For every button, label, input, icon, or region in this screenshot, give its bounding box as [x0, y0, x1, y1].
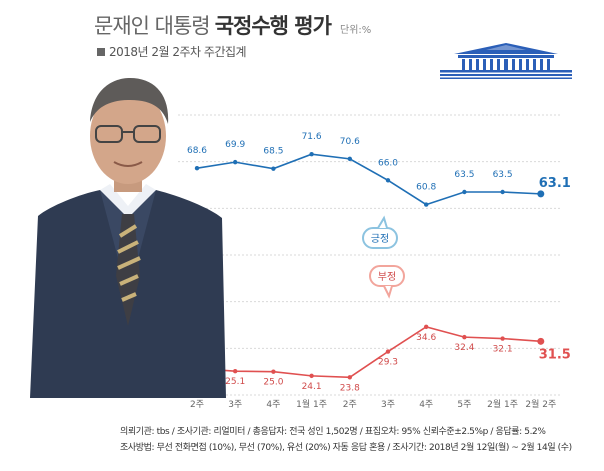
blue-house-logo-icon	[440, 43, 572, 79]
data-label: 60.8	[416, 183, 436, 193]
data-label: 69.9	[225, 140, 245, 150]
chart-subtitle: 2018년 2월 2주차 주간집계	[97, 43, 247, 60]
data-point	[309, 373, 314, 379]
footer-line-1: 의뢰기관: tbs / 조사기관: 리얼미터 / 총응답자: 전국 성인 1,5…	[120, 427, 546, 437]
data-point	[500, 189, 505, 195]
data-point	[537, 337, 545, 345]
data-label: 24.1	[302, 382, 322, 392]
x-tick-label: 5주	[457, 399, 471, 410]
x-tick-label: 2주	[190, 399, 204, 410]
data-point	[424, 324, 429, 330]
x-tick-label: 3주	[228, 399, 242, 410]
x-tick-label: 2월 2주	[525, 398, 556, 410]
x-tick-label: 2주	[343, 399, 357, 410]
x-tick-label: 4주	[266, 399, 280, 410]
data-label: 70.6	[340, 137, 360, 147]
data-label: 32.1	[493, 345, 513, 355]
data-point	[233, 159, 238, 165]
legend-positive: 긍정	[362, 215, 398, 249]
series-lines	[196, 153, 541, 379]
data-point	[462, 189, 467, 195]
data-label: 25.1	[225, 377, 245, 387]
data-point	[385, 178, 391, 183]
x-tick-label: 2월 1주	[487, 398, 518, 410]
series-line-negative	[196, 326, 541, 379]
data-point	[309, 152, 314, 157]
title-normal: 문재인 대통령	[94, 14, 211, 38]
subtitle-text: 2018년 2월 2주차 주간집계	[109, 45, 247, 59]
data-label: 68.5	[263, 147, 283, 157]
legend-negative-label: 부정	[378, 271, 396, 283]
data-point	[385, 349, 391, 354]
data-point	[500, 336, 505, 341]
chart-title: 문재인 대통령 국정수행 평가 단위:%	[94, 10, 371, 40]
series-line-positive	[196, 153, 541, 206]
x-tick-label: 3주	[381, 399, 395, 410]
data-point	[424, 202, 429, 207]
data-label: 63.1	[539, 176, 571, 191]
data-label: 34.6	[416, 333, 436, 343]
x-axis-ticks: 2주 3주 4주 1월 1주 2주 3주 4주 5주 2월 1주 2월 2주	[190, 398, 556, 410]
x-tick-label: 1월 1주	[296, 398, 327, 410]
data-label: 31.5	[539, 347, 571, 362]
data-label: 63.5	[454, 170, 474, 180]
data-labels: 68.6 69.9 68.5 71.6 70.6 66.0 60.8 63.5 63.5 63.1…	[187, 132, 571, 393]
footer-line-2: 조사방법: 무선 전화면접 (10%), 무선 (70%), 유선 (20%) …	[120, 443, 572, 453]
data-point	[537, 190, 545, 198]
legend-negative-pointer	[383, 285, 393, 299]
data-point	[271, 166, 276, 171]
data-label: 68.6	[187, 146, 207, 156]
data-point	[233, 369, 238, 374]
portrait-image	[30, 78, 226, 398]
x-tick-label: 4주	[419, 399, 433, 410]
data-point	[271, 369, 276, 374]
legend-negative: 부정	[369, 265, 405, 299]
data-point	[462, 334, 467, 340]
data-label: 25.0	[263, 378, 283, 388]
data-point	[194, 166, 200, 171]
data-label: 23.8	[340, 383, 360, 393]
data-label: 63.5	[493, 170, 513, 180]
data-label: 71.6	[302, 132, 322, 142]
legend-positive-label: 긍정	[371, 233, 389, 245]
bullet-square-icon	[97, 48, 105, 56]
data-label: 66.0	[378, 158, 398, 168]
data-label: 32.4	[454, 343, 474, 353]
data-label: 29.3	[378, 358, 398, 368]
data-points	[194, 152, 545, 380]
data-point	[347, 375, 352, 380]
unit-label: 단위:%	[340, 25, 372, 36]
data-point	[347, 156, 352, 162]
title-bold: 국정수행 평가	[214, 14, 332, 38]
legend-positive-pointer	[377, 215, 388, 229]
